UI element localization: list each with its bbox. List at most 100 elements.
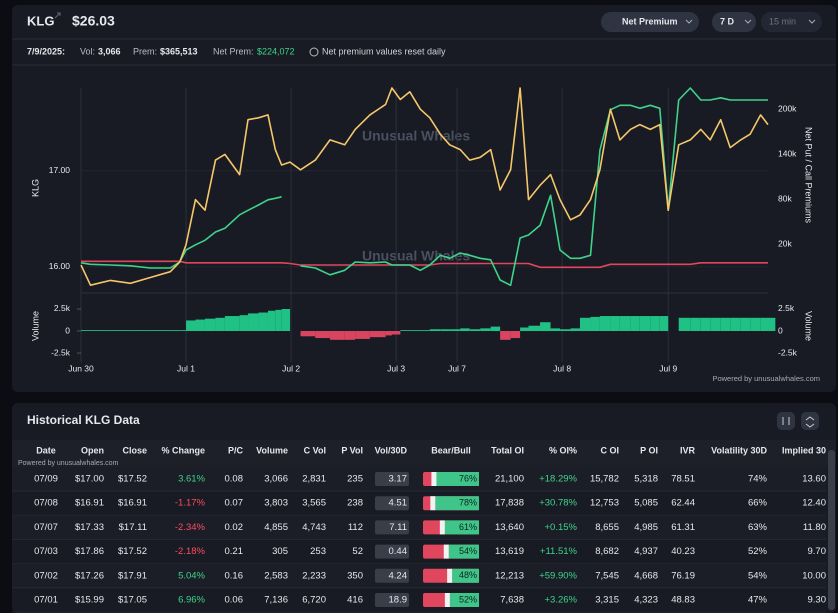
bull-percent: 61% [459, 522, 477, 532]
cell: 2,583 [264, 570, 288, 581]
cell: 17,838 [495, 498, 524, 509]
expand-button[interactable] [801, 412, 819, 430]
volume-bar [768, 317, 776, 332]
bar-divider [430, 496, 436, 511]
column-header: Volume [256, 445, 288, 455]
cell: $17.11 [119, 522, 147, 533]
volume-bar [420, 330, 430, 332]
y2-tick-label: 80k [778, 193, 792, 203]
volume-bar [281, 308, 291, 332]
link-icon [54, 12, 61, 19]
range-select-label[interactable]: 7 D [720, 16, 735, 26]
cell: 13,619 [495, 546, 524, 557]
price: $26.03 [72, 13, 115, 29]
cell: +11.51% [540, 546, 578, 557]
cell: $17.05 [118, 595, 147, 606]
interval-select-label[interactable]: 15 min [769, 16, 796, 26]
column-header: P OI [640, 445, 658, 455]
settings-button[interactable] [777, 412, 795, 430]
watermark: Unusual Whales [362, 248, 470, 264]
volume-bar [239, 315, 249, 332]
cell: 63% [748, 522, 768, 533]
y-tick-label: 17.00 [49, 165, 71, 175]
bull-percent: 54% [459, 546, 477, 556]
cell: $16.91 [118, 498, 147, 509]
cell: 5,085 [634, 498, 658, 509]
column-header: P Vol [341, 445, 363, 455]
chart-card [12, 5, 836, 392]
bull-percent: 48% [459, 570, 477, 580]
column-header: Vol/30D [375, 445, 408, 455]
volume-bar [720, 317, 731, 332]
cell: 7,545 [595, 570, 619, 581]
y2-tick-label: 200k [778, 103, 797, 113]
cell: -2.34% [175, 522, 206, 533]
cell: 0.16 [225, 570, 244, 581]
cell: 0.44 [389, 546, 408, 557]
cell: +0.15% [545, 522, 578, 533]
y2-tick-label: 20k [778, 238, 792, 248]
cell: 3,565 [302, 498, 326, 509]
cell: 4.24 [389, 570, 408, 581]
volume-bar [267, 310, 276, 332]
cell: 8,655 [595, 522, 619, 533]
row-bg [12, 467, 826, 491]
cell: 76.19 [671, 570, 695, 581]
cell: 78.51 [671, 474, 695, 485]
x-tick-label: Jun 30 [68, 363, 94, 373]
volume-bar [730, 317, 741, 332]
cell: $15.99 [75, 595, 104, 606]
series-line [80, 87, 769, 286]
cell: 12.40 [802, 498, 826, 509]
ratio-bg [375, 544, 409, 559]
cell: 6.96% [178, 595, 205, 606]
metric-select-label[interactable]: Net Premium [622, 16, 678, 26]
interval-select[interactable] [761, 12, 822, 32]
column-header: Date [36, 445, 56, 455]
cell: 52% [748, 546, 768, 557]
cell: 6,720 [302, 595, 326, 606]
cell: 66% [748, 498, 768, 509]
cell: 07/02 [34, 570, 58, 581]
scrollbar[interactable] [828, 450, 835, 610]
prem-label: Prem: [133, 46, 157, 56]
cell: $17.52 [118, 546, 147, 557]
button-icons [782, 416, 815, 428]
cell: 40.23 [671, 546, 695, 557]
x-tick-label: Jul 9 [659, 363, 677, 373]
volume-bar [81, 330, 91, 332]
table-credit: Powered by unusualwhales.com [18, 460, 119, 467]
bull-percent: 78% [459, 498, 477, 508]
x-tick-label: Jul 2 [282, 363, 300, 373]
cell: 5,318 [634, 474, 658, 485]
cell: 15,782 [590, 474, 619, 485]
bar-divider [443, 544, 449, 559]
cell: -1.17% [175, 498, 206, 509]
range-select[interactable] [712, 12, 756, 32]
table-title: Historical KLG Data [27, 413, 140, 427]
bull-bar [448, 544, 479, 559]
volume-bar [500, 331, 511, 340]
x-tick-label: Jul 3 [387, 363, 405, 373]
volume-bar [344, 331, 356, 340]
ratio-bg [375, 568, 409, 583]
cell: 7.11 [389, 522, 407, 533]
series-line [300, 87, 768, 287]
volume-tick-label: 0 [65, 325, 70, 335]
cell: 07/07 [34, 522, 58, 533]
volume-bar [659, 316, 669, 332]
volume-bar [740, 317, 751, 332]
ratio-bg [375, 520, 409, 535]
cell: 54% [748, 570, 768, 581]
cell: 21,100 [495, 474, 524, 485]
cell: 3,803 [264, 498, 288, 509]
volume-bar [469, 329, 481, 332]
cell: 62.44 [671, 498, 695, 509]
volume-bar [560, 329, 571, 332]
cell: 350 [347, 570, 363, 581]
metric-select[interactable] [601, 12, 699, 32]
volume-bar [700, 317, 711, 332]
cell: $17.00 [75, 474, 104, 485]
volume-bar [449, 329, 461, 332]
bull-bar [452, 568, 479, 583]
